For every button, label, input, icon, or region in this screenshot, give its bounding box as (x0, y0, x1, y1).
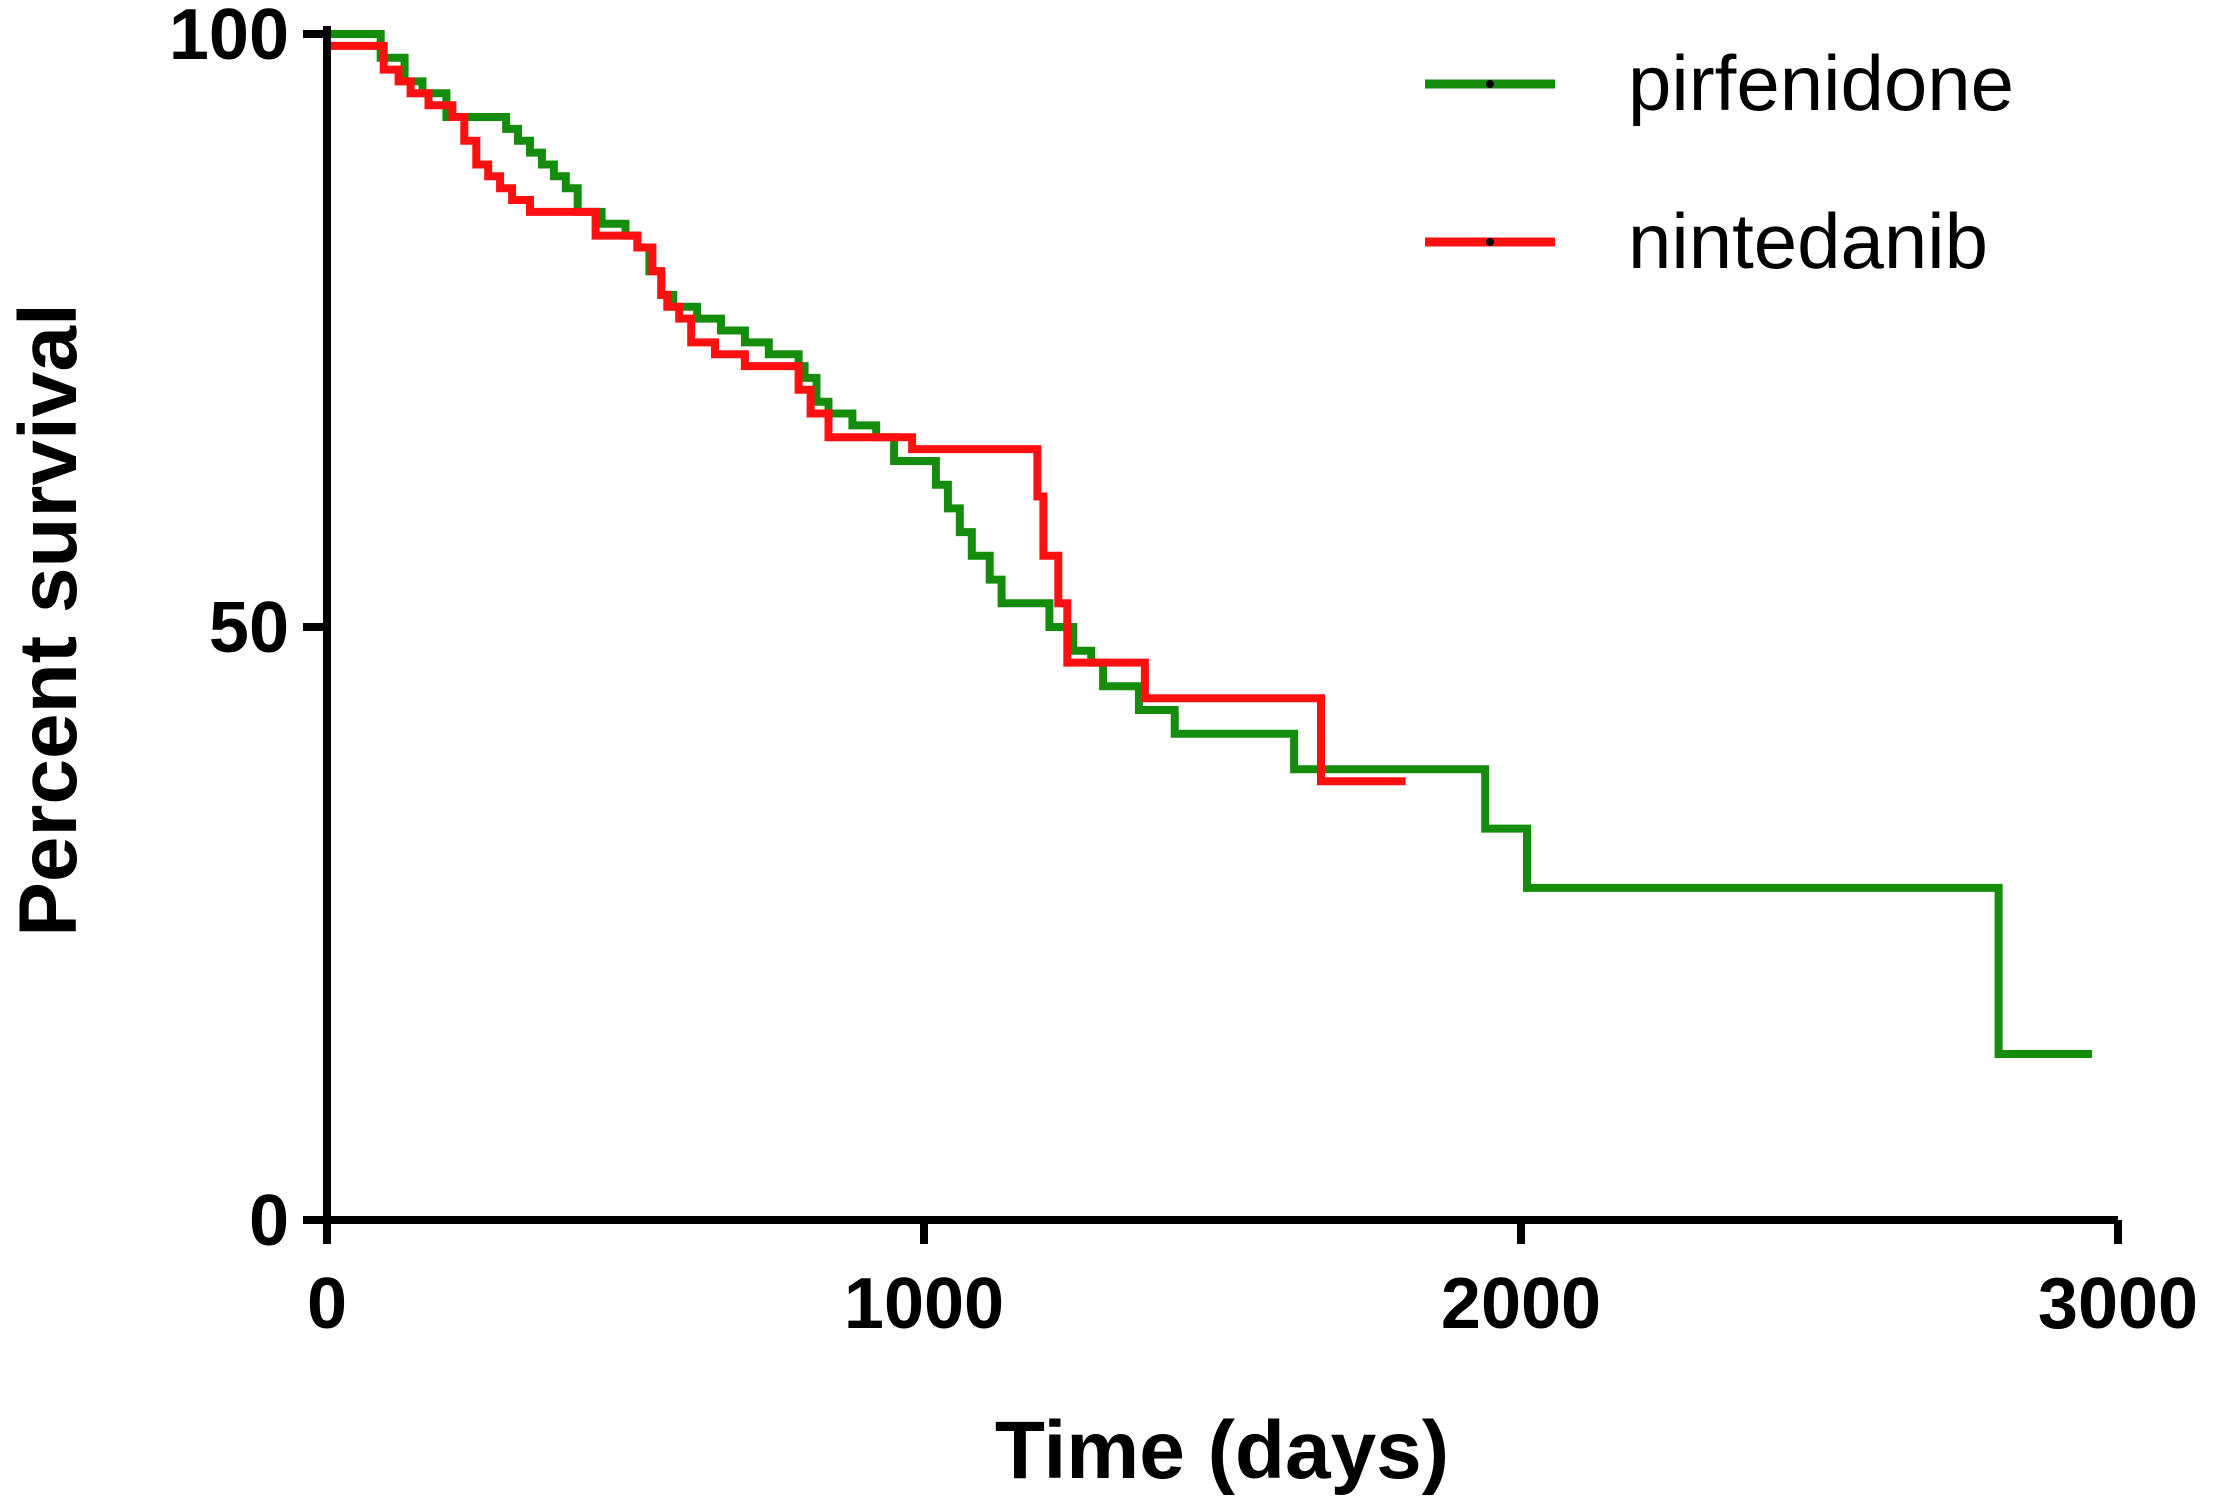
y-tick-label: 50 (209, 588, 289, 668)
ticks-layer: 0 1000 2000 3000 0 50 100 (169, 0, 2198, 1344)
series-line-pirfenidone (323, 30, 2093, 1058)
x-tick-label: 1000 (844, 1264, 1004, 1344)
legend-label-pirfenidone: pirfenidone (1628, 39, 2014, 127)
x-axis-title: Time (days) (995, 1405, 1449, 1496)
x-tick-label: 3000 (2038, 1264, 2198, 1344)
x-tick-label: 2000 (1441, 1264, 1601, 1344)
y-tick-label: 100 (169, 0, 289, 75)
series-line-nintedanib (323, 41, 1406, 786)
legend-marker-pirfenidone (1486, 80, 1494, 88)
legend-marker-nintedanib (1486, 238, 1494, 246)
y-axis-title: Percent survival (3, 303, 94, 937)
series-layer (323, 30, 2093, 1058)
legend-label-nintedanib: nintedanib (1628, 197, 1988, 285)
x-tick-label: 0 (307, 1264, 347, 1344)
legend: pirfenidone nintedanib (1425, 39, 2014, 285)
y-tick-label: 0 (249, 1181, 289, 1261)
